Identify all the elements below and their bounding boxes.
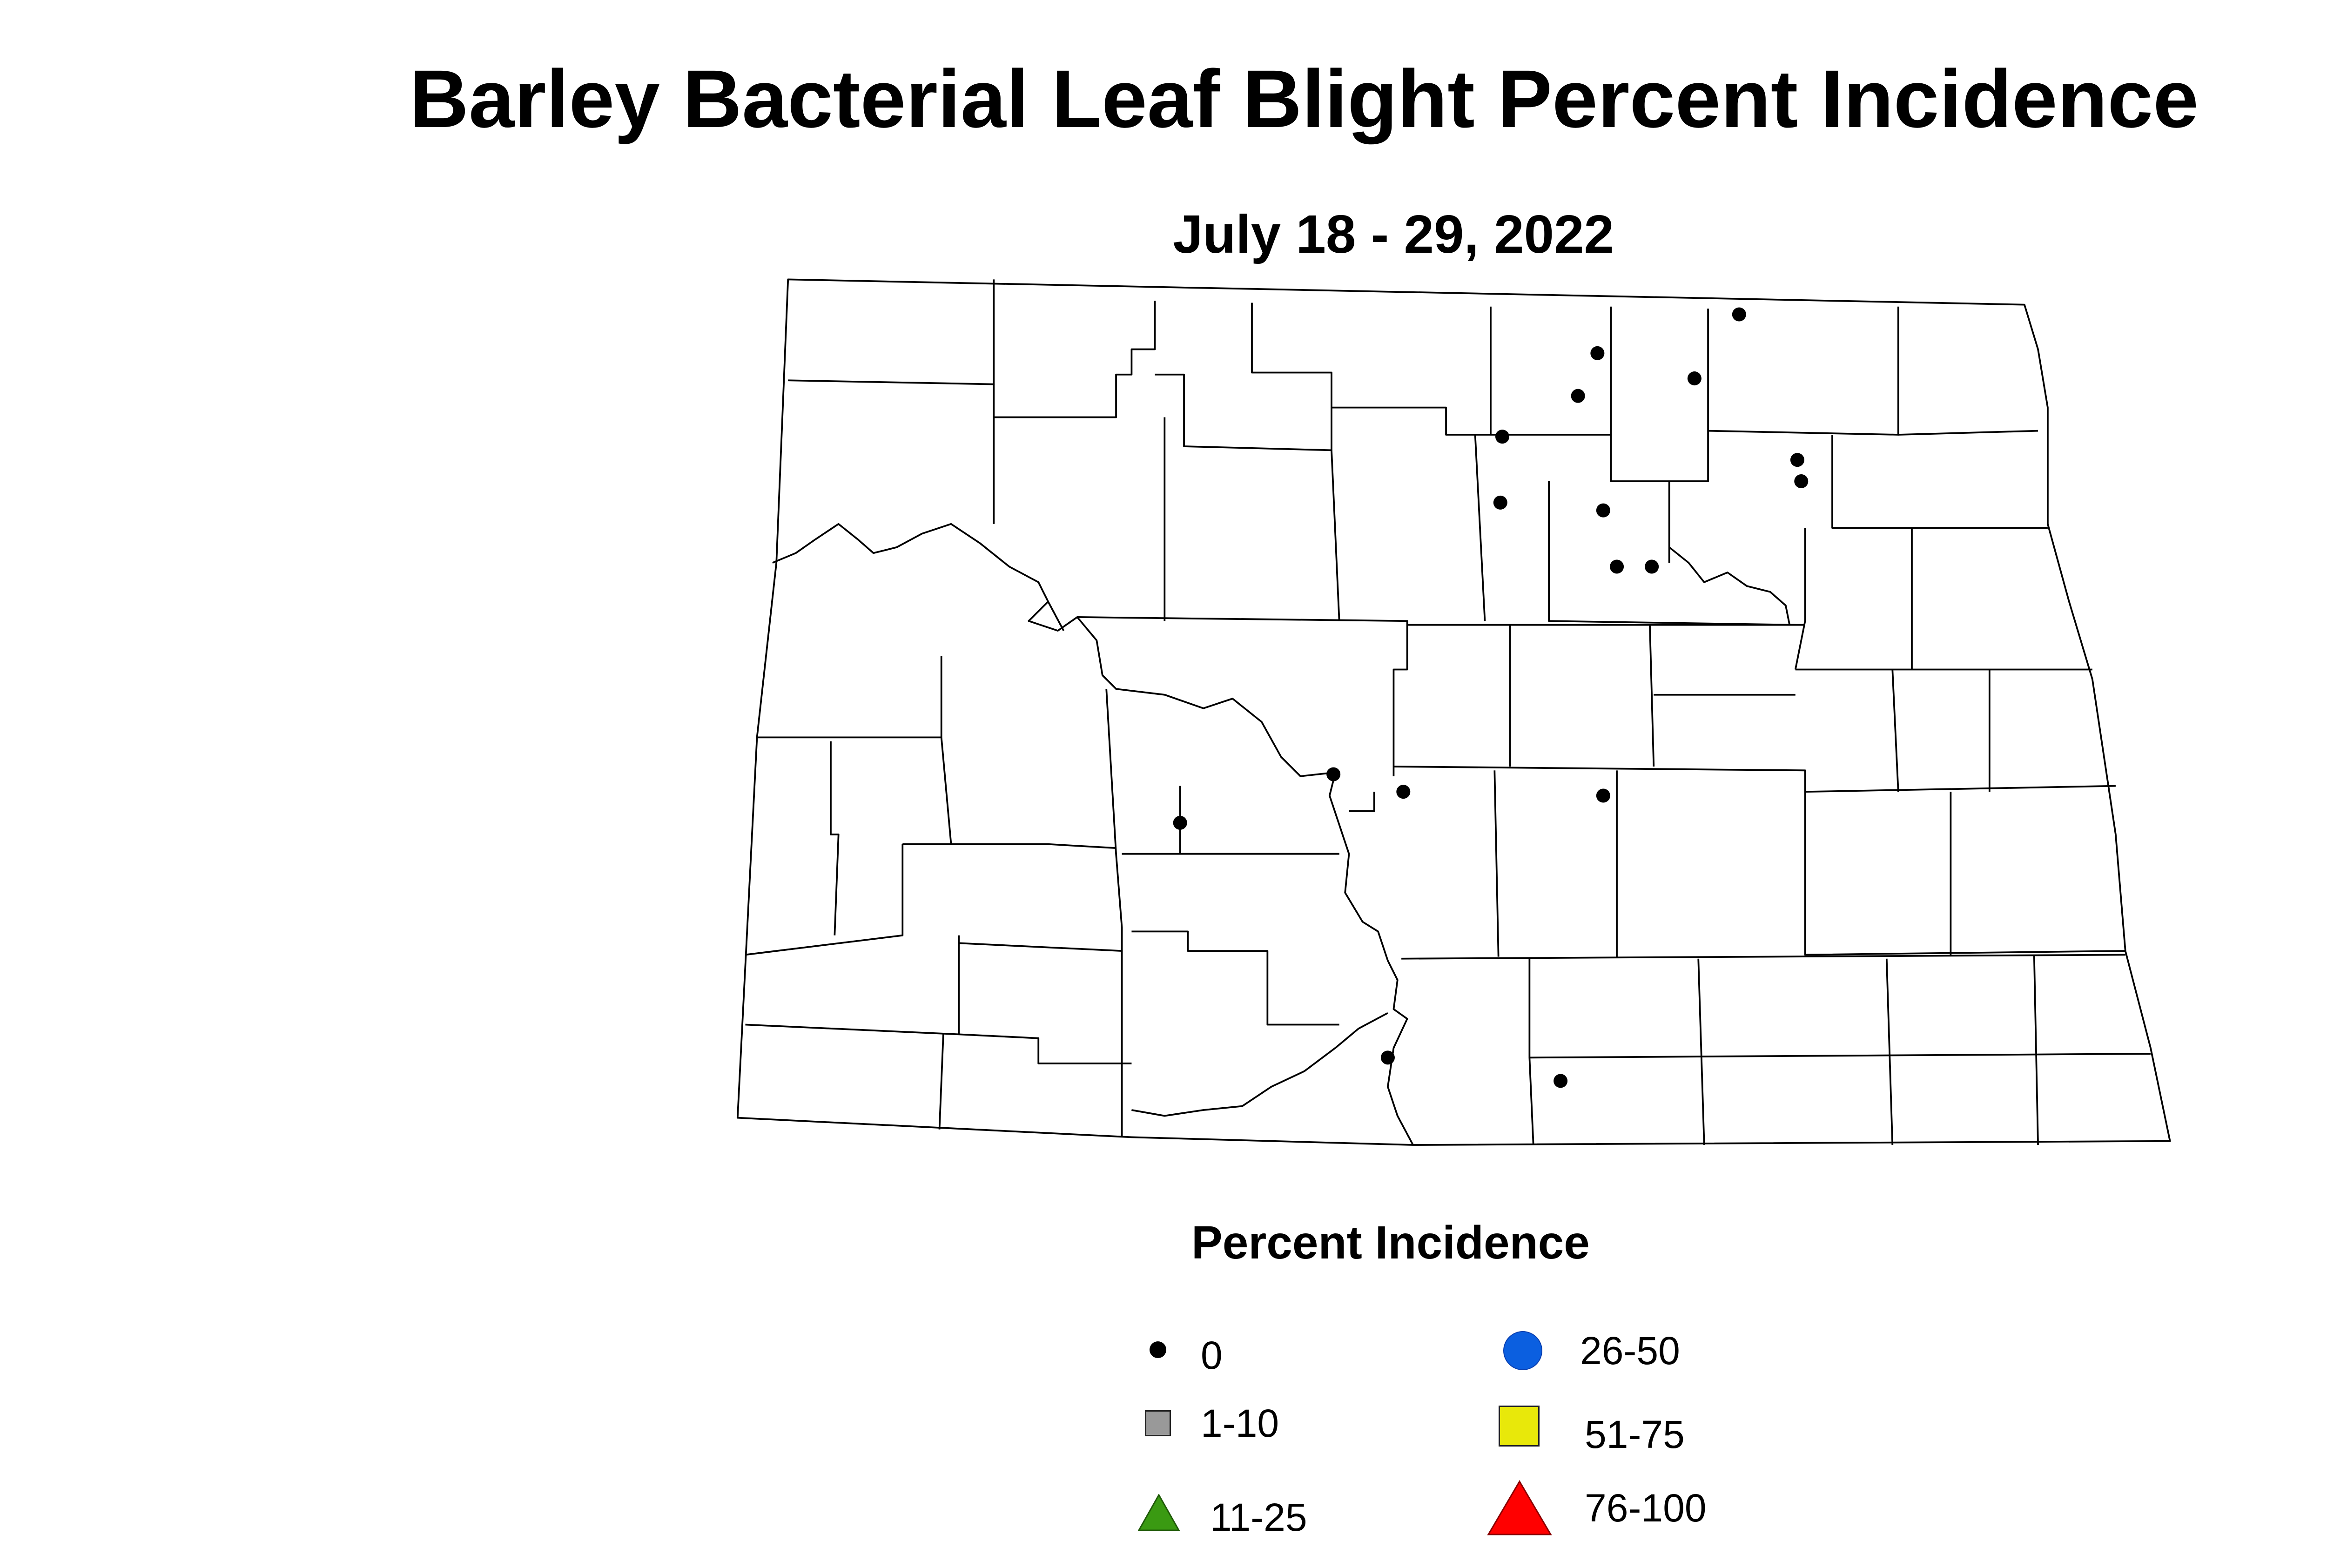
observation-point	[1610, 559, 1624, 574]
legend-title: Percent Incidence	[1191, 1217, 1590, 1269]
legend-label: 26-50	[1580, 1329, 1680, 1373]
observation-point	[1790, 453, 1804, 467]
observation-point	[1732, 307, 1746, 322]
observation-point	[1396, 785, 1411, 799]
observation-point	[1687, 371, 1702, 386]
observation-point	[1596, 788, 1610, 803]
observation-point	[1645, 559, 1659, 574]
observation-point	[1495, 430, 1510, 444]
legend-label: 51-75	[1585, 1413, 1685, 1456]
missouri-river	[772, 523, 1414, 1145]
observation-point	[1794, 474, 1809, 489]
legend-label: 11-25	[1210, 1495, 1307, 1539]
observation-point	[1596, 503, 1610, 518]
observation-points	[1173, 307, 1809, 1088]
river-south	[1131, 1012, 1388, 1117]
state-outline	[736, 278, 2171, 1146]
observation-point	[1493, 495, 1507, 510]
observation-point	[1571, 389, 1585, 403]
lake-sakakawea-shore	[1047, 601, 1065, 631]
circle-icon	[1503, 1331, 1542, 1370]
observation-point	[1554, 1074, 1568, 1088]
map-subtitle: July 18 - 29, 2022	[1173, 204, 1614, 264]
river-north	[1668, 546, 1791, 625]
legend-label: 0	[1201, 1333, 1223, 1377]
observation-point	[1380, 1050, 1395, 1065]
legend-label: 76-100	[1585, 1486, 1707, 1530]
dot-icon	[1150, 1341, 1166, 1358]
county-boundaries	[736, 278, 2171, 1146]
map-title: Barley Bacterial Leaf Blight Percent Inc…	[410, 54, 2199, 145]
observation-point	[1590, 346, 1605, 360]
square-icon	[1499, 1406, 1540, 1447]
legend-label: 1-10	[1201, 1401, 1279, 1445]
triangle-icon	[1487, 1480, 1552, 1535]
observation-point	[1173, 815, 1187, 830]
triangle-icon	[1138, 1494, 1180, 1531]
observation-point	[1326, 767, 1341, 781]
square-icon	[1145, 1410, 1171, 1436]
